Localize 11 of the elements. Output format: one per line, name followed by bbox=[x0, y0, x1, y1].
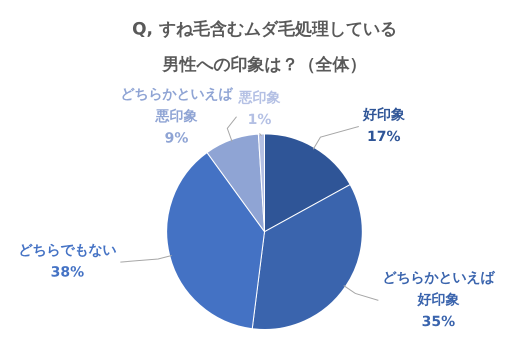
slice-label: どちらかといえば好印象 bbox=[382, 270, 496, 308]
data-label: 35% bbox=[422, 314, 456, 330]
slice-label: どちらでもない bbox=[18, 242, 116, 259]
chart-title: Q, すね毛含むムダ毛処理している男性への印象は？（全体） bbox=[132, 19, 397, 75]
data-label: 9% bbox=[164, 130, 188, 146]
data-label: 38% bbox=[50, 264, 84, 281]
data-label: 1% bbox=[248, 112, 272, 128]
slice-label: 悪印象 bbox=[238, 90, 281, 106]
slice-label: 好印象 bbox=[362, 107, 405, 124]
data-label: 17% bbox=[367, 129, 401, 146]
slice-label: どちらかといえば悪印象 bbox=[120, 86, 234, 124]
